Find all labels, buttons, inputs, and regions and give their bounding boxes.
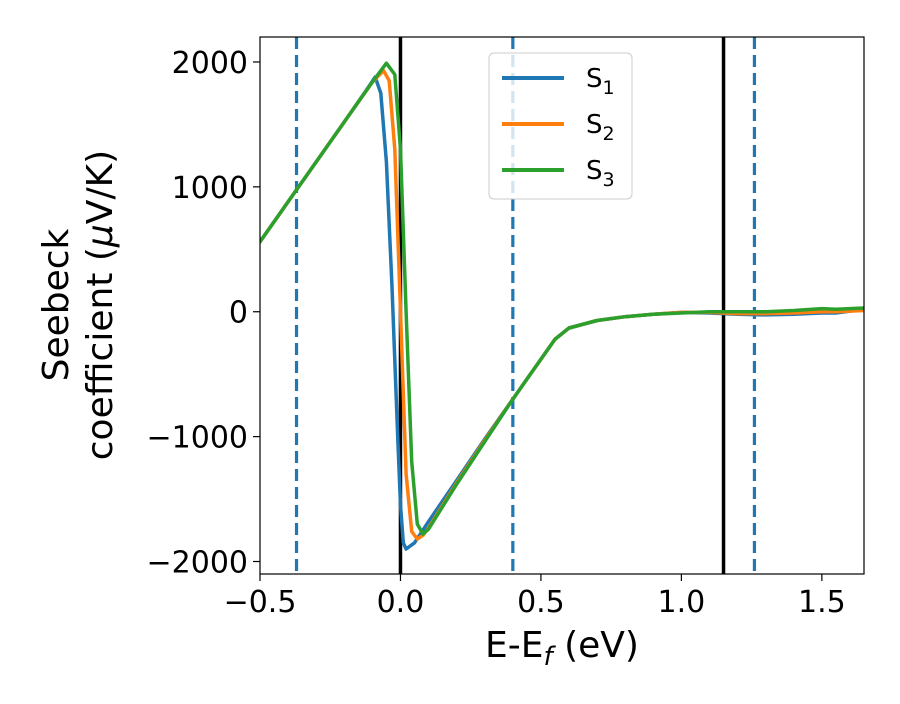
y-axis: −2000 −1000 0 1000 2000 [147,46,260,581]
y-tick-label: −1000 [147,421,248,456]
x-tick-label: 1.0 [658,585,706,620]
legend-label-s3: S3 [586,156,615,191]
y-tick-label: 1000 [172,171,248,206]
legend-label-s2: S2 [586,110,615,145]
y-axis-title-line1: Seebeck [36,228,77,381]
x-tick-label: 0.5 [517,585,565,620]
x-axis: −0.5 0.0 0.5 1.0 1.5 [224,574,846,620]
y-axis-title-line2: coefficient (μV/K) [80,150,121,460]
x-axis-title: E-Ef (eV) [485,625,639,672]
legend-label-s1: S1 [586,64,615,99]
y-axis-title: Seebeck coefficient (μV/K) [36,150,121,460]
y-tick-label: 2000 [172,46,248,81]
series-line-s3 [260,61,864,536]
plot-frame [259,36,865,575]
series-lines [260,61,864,551]
y-tick-label: 0 [229,296,248,331]
x-tick-label: 0.0 [377,585,425,620]
y-tick-label: −2000 [147,546,248,581]
x-tick-label: −0.5 [224,585,297,620]
x-tick-label: 1.5 [798,585,846,620]
legend: S1 S2 S3 [488,52,633,200]
